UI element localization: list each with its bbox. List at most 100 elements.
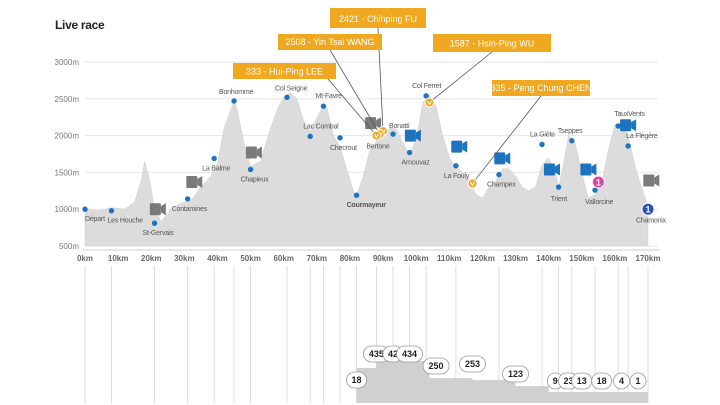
video-camera-icon[interactable]: [404, 129, 421, 142]
video-camera-icon[interactable]: [451, 140, 468, 153]
checkpoint-dot[interactable]: [184, 196, 191, 202]
checkpoint-label: Checrout: [330, 145, 357, 152]
checkpoint-dot[interactable]: [320, 103, 327, 109]
checkpoint-label: La Balme: [202, 165, 230, 172]
checkpoint-dot[interactable]: [151, 220, 158, 226]
checkpoint-dot[interactable]: [390, 131, 396, 137]
count-bar: [515, 386, 549, 403]
checkpoint-dot[interactable]: [284, 94, 290, 101]
runner-pointer-line: [327, 78, 377, 136]
runner-marker[interactable]: [371, 130, 382, 141]
count-value: 253: [465, 359, 480, 369]
runner-marker[interactable]: [424, 97, 435, 108]
count-bar: [548, 392, 648, 403]
checkpoint-dot[interactable]: [423, 93, 429, 99]
checkpoint-dot[interactable]: [453, 163, 459, 169]
x-tick-label: 150km: [569, 254, 594, 263]
runner-label-box[interactable]: [433, 34, 551, 52]
checkpoint-label: Bonatti: [389, 123, 410, 130]
video-camera-icon[interactable]: [494, 152, 511, 165]
checkpoint-label: Tseppes: [558, 128, 583, 135]
checkpoint-dot[interactable]: [615, 123, 621, 129]
count-badge[interactable]: [396, 345, 423, 363]
count-bars: 18 435 42 434 250 253 123 9 23 13 18 4 1: [346, 345, 648, 403]
checkpoint-label: Vallorcine: [585, 199, 614, 206]
runner-marker[interactable]: [467, 178, 478, 189]
count-value: 4: [619, 376, 624, 386]
checkpoint-dot[interactable]: [337, 135, 343, 141]
x-tick-label: 70km: [307, 254, 327, 263]
rank-marker[interactable]: [591, 175, 605, 189]
checkpoint-dot[interactable]: [247, 166, 254, 173]
checkpoint-label: La Fouly: [444, 173, 470, 180]
y-tick-label: 2500m: [55, 95, 80, 104]
count-value: 42: [388, 349, 398, 359]
video-camera-icon[interactable]: [245, 146, 262, 159]
checkpoint-label: Mt-Favre: [315, 93, 342, 100]
x-tick-label: 20km: [141, 254, 161, 263]
checkpoint-label: Bertone: [366, 143, 389, 150]
count-bar: [376, 361, 430, 403]
count-badge[interactable]: [591, 372, 613, 390]
x-tick-label: 140km: [536, 254, 561, 263]
count-value: 434: [402, 349, 417, 359]
count-value: 9: [553, 376, 558, 386]
count-badge[interactable]: [459, 355, 486, 373]
count-value: 23: [564, 376, 574, 386]
count-value: 123: [508, 369, 523, 379]
checkpoint-dot[interactable]: [231, 98, 237, 104]
checkpoint-dot[interactable]: [569, 138, 575, 144]
count-value: 1: [636, 376, 641, 386]
x-tick-label: 60km: [273, 254, 293, 263]
x-tick-label: 80km: [340, 254, 360, 263]
x-tick-label: 50km: [240, 254, 260, 263]
runner-label-box[interactable]: [330, 8, 426, 28]
x-tick-label: 30km: [174, 254, 194, 263]
runner-label: 2421 - Chihping FU: [339, 14, 417, 24]
checkpoint-dot[interactable]: [108, 207, 115, 214]
count-bar: [472, 380, 516, 403]
count-badge[interactable]: [613, 372, 630, 390]
count-badge[interactable]: [629, 372, 647, 390]
runner-label-box[interactable]: [278, 34, 382, 50]
video-camera-icon[interactable]: [643, 174, 660, 187]
rank-marker[interactable]: [641, 202, 655, 216]
checkpoint-dot[interactable]: [592, 187, 598, 193]
count-value: 18: [352, 375, 362, 385]
count-bar: [429, 378, 473, 403]
checkpoint-label: Chapieux: [241, 176, 270, 183]
y-tick-label: 500m: [59, 242, 79, 251]
checkpoint-dot[interactable]: [555, 184, 562, 190]
y-tick-label: 1500m: [55, 168, 80, 177]
video-camera-icon[interactable]: [186, 175, 203, 188]
x-tick-label: 120km: [470, 254, 495, 263]
x-tick-label: 130km: [503, 254, 528, 263]
checkpoint-dot[interactable]: [539, 141, 545, 148]
rank-marker-label: 1: [596, 177, 601, 187]
runner-pointer-line: [472, 95, 542, 184]
y-axis: 500m 1000m 1500m 2000m 2500m 3000m: [55, 58, 80, 251]
video-camera-icon[interactable]: [149, 203, 166, 216]
elevation-profile: [84, 92, 649, 247]
checkpoint-dot[interactable]: [211, 155, 217, 162]
checkpoint-dot[interactable]: [353, 192, 360, 198]
runner-label-box[interactable]: [492, 80, 590, 96]
video-camera-icon[interactable]: [543, 163, 560, 176]
checkpoint-dot[interactable]: [406, 149, 413, 156]
runner-label-box[interactable]: [233, 63, 336, 79]
checkpoint-dot[interactable]: [496, 171, 502, 178]
runners: 2421 - Chihping FU 2508 - Yin Tsai WANG 15…: [233, 8, 592, 189]
count-badge[interactable]: [422, 357, 450, 375]
checkpoint-dot[interactable]: [625, 143, 631, 149]
video-camera-icon[interactable]: [620, 119, 637, 132]
x-tick-label: 90km: [373, 254, 393, 263]
checkpoint-label: Col Seigne: [275, 85, 308, 92]
count-badge[interactable]: [346, 371, 367, 389]
video-camera-icon[interactable]: [580, 163, 597, 176]
checkpoint-dot[interactable]: [82, 206, 88, 212]
checkpoint-dot[interactable]: [307, 133, 313, 140]
count-badge[interactable]: [502, 365, 529, 383]
count-value: 435: [369, 349, 384, 359]
x-tick-label: 160km: [602, 254, 627, 263]
